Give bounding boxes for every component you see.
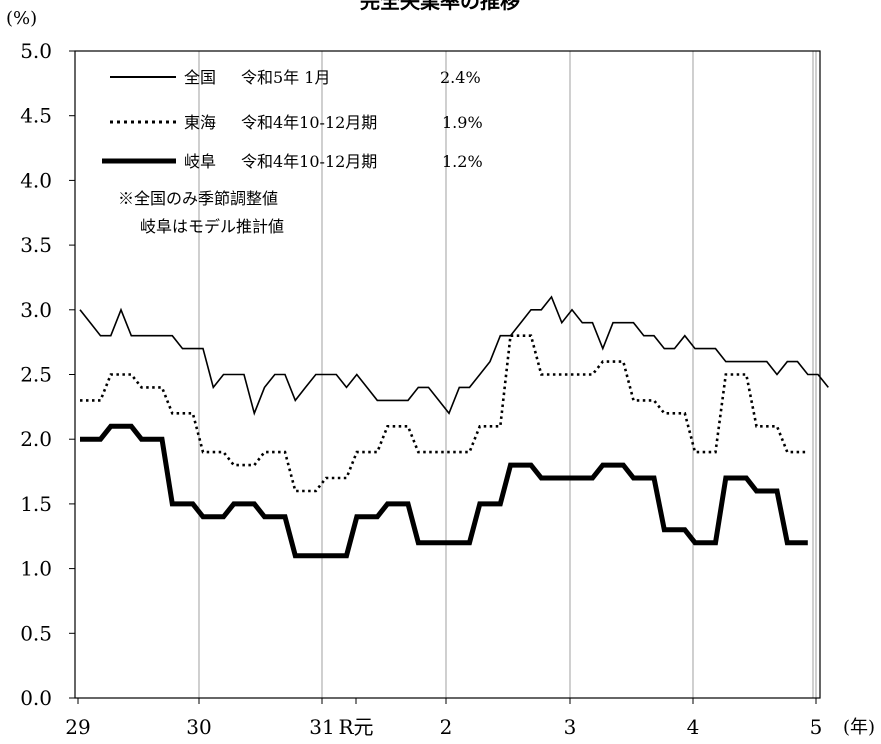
legend-name-gifu: 岐阜	[184, 152, 216, 171]
x-tick-label: 3	[564, 715, 577, 739]
y-tick-label: 0.5	[20, 621, 52, 645]
y-tick-label: 3.5	[20, 233, 52, 257]
grid-lines	[198, 51, 817, 698]
y-tick-label: 4.5	[20, 104, 52, 128]
x-axis-label: (年)	[843, 717, 875, 738]
y-tick-label: 4.0	[20, 168, 52, 192]
y-tick-label: 1.5	[20, 492, 52, 516]
x-tick-label: 29	[65, 715, 90, 739]
series-line-gifu	[80, 423, 808, 559]
y-axis-label: (%)	[6, 8, 37, 29]
y-tick-label: 3.0	[20, 298, 52, 322]
legend: 全国 令和5年 1月 2.4% 東海 令和4年10-12月期 1.9% 岐阜 令…	[102, 68, 483, 236]
x-tick-labels: 29 30 31 R元 2 3 4 5	[65, 715, 822, 739]
y-tick-label: 2.5	[20, 363, 52, 387]
x-tick-label: 4	[687, 715, 700, 739]
series-line-national	[79, 295, 829, 416]
y-tick-label: 0.0	[20, 686, 52, 710]
series-lines	[79, 295, 829, 559]
legend-latest-national: 2.4%	[440, 68, 481, 87]
y-tick-label: 5.0	[20, 39, 52, 63]
y-tick-labels: 0.0 0.5 1.0 1.5 2.0 2.5 3.0 3.5 4.0 4.5 5.0	[20, 39, 52, 710]
legend-period-national: 令和5年 1月	[241, 68, 330, 87]
legend-latest-tokai: 1.9%	[442, 113, 483, 132]
x-tick-label: R元	[338, 715, 373, 739]
legend-name-tokai: 東海	[184, 113, 216, 132]
legend-period-gifu: 令和4年10-12月期	[241, 152, 377, 171]
note-model-estimate: 岐阜はモデル推計値	[140, 217, 284, 236]
y-tick-label: 1.0	[20, 557, 52, 581]
x-tick-label: 5	[810, 715, 823, 739]
x-tick-label: 31	[309, 715, 334, 739]
chart-title: 完全失業率の推移	[360, 0, 520, 13]
y-tick-label: 2.0	[20, 427, 52, 451]
axes	[69, 50, 821, 704]
legend-period-tokai: 令和4年10-12月期	[241, 113, 377, 132]
legend-name-national: 全国	[184, 68, 216, 87]
series-line-tokai	[80, 334, 808, 493]
x-tick-label: 30	[186, 715, 211, 739]
note-seasonal-adjustment: ※全国のみ季節調整値	[118, 189, 278, 208]
plot-frame	[74, 50, 821, 699]
legend-latest-gifu: 1.2%	[442, 152, 483, 171]
x-tick-label: 2	[440, 715, 453, 739]
